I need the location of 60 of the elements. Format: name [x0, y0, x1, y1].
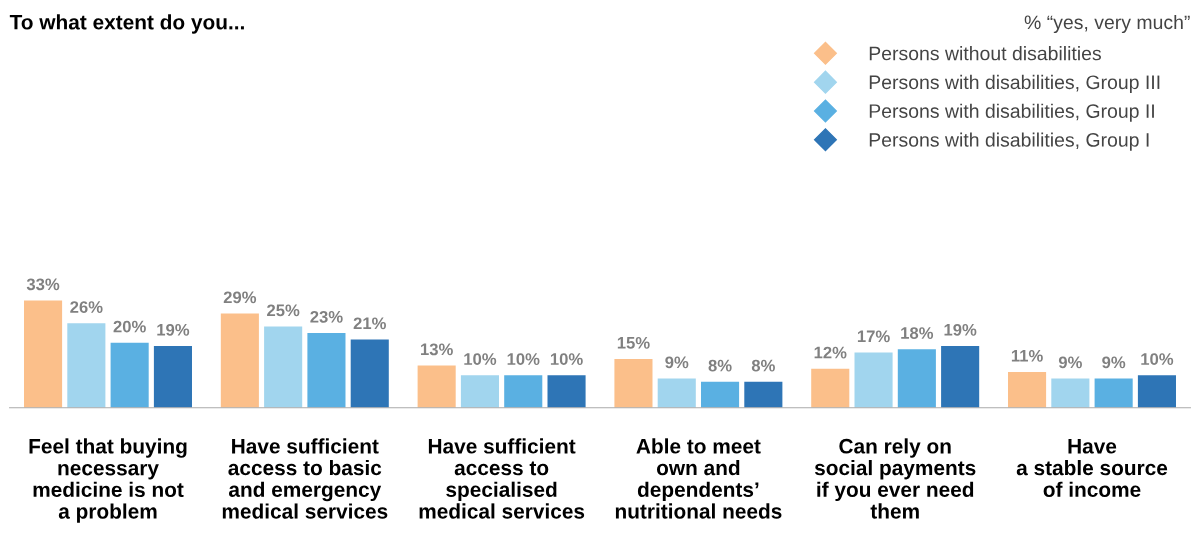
x-tick-label: Can rely on social payments if you ever need them — [814, 438, 976, 519]
data-label: 8% — [751, 359, 775, 372]
data-label: 17% — [857, 330, 890, 343]
data-label: 11% — [1011, 349, 1043, 362]
data-label: 33% — [26, 278, 60, 291]
bar — [350, 339, 389, 408]
bar — [220, 313, 259, 408]
bar — [701, 381, 740, 408]
bar — [854, 352, 893, 408]
bar — [547, 375, 586, 408]
data-label: 21% — [353, 317, 386, 330]
x-tick-label: Have sufficient access to specialised medical services — [419, 438, 585, 519]
legend-label: Persons with disabilities, Group III — [869, 74, 1160, 93]
bar — [417, 365, 456, 408]
x-tick-label: Able to meet own and dependents’ nutritional needs — [615, 438, 782, 519]
bar — [264, 326, 303, 408]
data-label: 19% — [944, 323, 977, 336]
data-label: 12% — [814, 346, 847, 359]
data-label: 10% — [507, 353, 540, 365]
bar — [153, 345, 192, 408]
data-label: 9% — [1102, 356, 1126, 369]
bar — [67, 323, 106, 408]
bar — [504, 375, 543, 408]
data-label: 29% — [223, 291, 257, 304]
bar — [811, 368, 850, 408]
bar — [614, 358, 653, 408]
data-label: 19% — [157, 323, 190, 336]
data-label: 20% — [113, 320, 146, 333]
data-label: 25% — [267, 304, 300, 317]
bar — [460, 375, 499, 408]
data-label: 9% — [1058, 356, 1082, 369]
bar — [110, 342, 149, 408]
bar — [1008, 371, 1047, 408]
data-label: 8% — [708, 359, 732, 372]
bar — [1051, 378, 1090, 408]
data-label: 10% — [550, 353, 583, 365]
data-label: 13% — [421, 343, 453, 356]
data-label: 26% — [70, 301, 103, 313]
chart-subtitle: % “yes, very much” — [1024, 14, 1190, 34]
data-label: 18% — [901, 327, 934, 339]
bar — [657, 378, 696, 408]
data-label: 9% — [665, 356, 689, 369]
x-tick-label: Have a stable source of income — [1016, 439, 1168, 497]
bar — [1137, 375, 1176, 408]
chart-title: To what extent do you... — [9, 14, 244, 34]
bar — [1094, 378, 1133, 408]
x-tick-label: Have sufficient access to basic and emergency medical services — [222, 438, 388, 519]
legend-label: Persons without disabilities — [869, 46, 1101, 61]
bar — [897, 349, 936, 408]
bar — [941, 345, 980, 408]
data-label: 10% — [464, 353, 497, 365]
bar — [24, 300, 63, 408]
bar — [307, 332, 346, 408]
x-tick-label: Feel that buying necessary medicine is not a problem — [29, 438, 187, 523]
data-label: 10% — [1141, 353, 1174, 365]
legend-label: Persons with disabilities, Group II — [869, 103, 1154, 122]
bar — [744, 381, 783, 408]
data-label: 23% — [310, 310, 343, 323]
data-label: 15% — [617, 336, 650, 349]
legend-label: Persons with disabilities, Group I — [869, 132, 1149, 151]
